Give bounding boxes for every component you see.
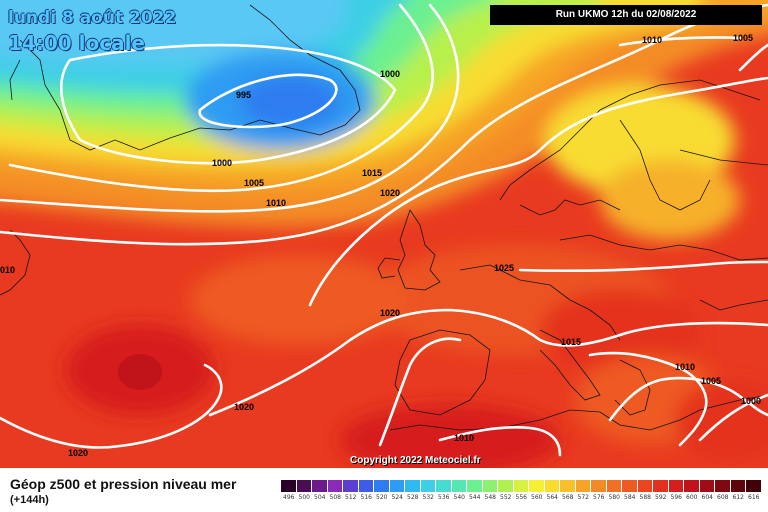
legend-swatch bbox=[498, 480, 514, 492]
isobar-label: 1020 bbox=[68, 448, 88, 458]
isobar-label: 1025 bbox=[494, 263, 514, 273]
legend-value: 588 bbox=[639, 494, 651, 501]
forecast-local-time: 14:00 locale bbox=[8, 31, 145, 55]
legend-swatch bbox=[560, 480, 576, 492]
legend-value: 500 bbox=[298, 494, 310, 501]
legend-value: 580 bbox=[608, 494, 620, 501]
legend-swatch bbox=[606, 480, 622, 492]
isobar-label: 1005 bbox=[244, 178, 264, 188]
legend-value: 544 bbox=[469, 494, 481, 501]
isobar-label: 1000 bbox=[212, 158, 232, 168]
coastlines bbox=[0, 4, 768, 431]
legend-swatch bbox=[699, 480, 715, 492]
legend-value: 556 bbox=[515, 494, 527, 501]
legend-value: 504 bbox=[314, 494, 326, 501]
legend-swatch bbox=[653, 480, 669, 492]
legend-swatch bbox=[467, 480, 483, 492]
legend-value: 496 bbox=[283, 494, 295, 501]
legend-value: 508 bbox=[329, 494, 341, 501]
legend-value: 532 bbox=[422, 494, 434, 501]
isobar-label: 1015 bbox=[362, 168, 382, 178]
isobar-label: 1010 bbox=[454, 433, 474, 443]
legend-value: 536 bbox=[438, 494, 450, 501]
legend-swatch bbox=[327, 480, 343, 492]
legend-value: 520 bbox=[376, 494, 388, 501]
isobar-label: 010 bbox=[0, 265, 15, 275]
legend-swatch bbox=[529, 480, 545, 492]
isobar-label: 1010 bbox=[675, 362, 695, 372]
legend-value: 568 bbox=[562, 494, 574, 501]
legend-swatch bbox=[281, 480, 297, 492]
legend-swatch bbox=[451, 480, 467, 492]
legend-value: 512 bbox=[345, 494, 357, 501]
isobar-labels: 995 1000 1000 1005 1010 010 1015 1020 10… bbox=[0, 33, 761, 458]
legend-value: 528 bbox=[407, 494, 419, 501]
isobar-label: 1005 bbox=[701, 376, 721, 386]
legend-value: 576 bbox=[593, 494, 605, 501]
legend-value: 612 bbox=[732, 494, 744, 501]
lead-time: (+144h) bbox=[10, 494, 49, 506]
legend-value: 548 bbox=[484, 494, 496, 501]
isobar-label: 1000 bbox=[380, 69, 400, 79]
legend-swatch bbox=[544, 480, 560, 492]
legend-swatch bbox=[343, 480, 359, 492]
legend-swatch bbox=[513, 480, 529, 492]
isobar-label: 1020 bbox=[234, 402, 254, 412]
isobar-label: 1000 bbox=[741, 396, 761, 406]
isobar-label: 1020 bbox=[380, 188, 400, 198]
legend-swatch bbox=[358, 480, 374, 492]
geopotential-map: 995 1000 1000 1005 1010 010 1015 1020 10… bbox=[0, 0, 768, 468]
model-run-info: Run UKMO 12h du 02/08/2022 bbox=[490, 5, 762, 25]
legend-swatch bbox=[374, 480, 390, 492]
parameter-title: Géop z500 et pression niveau mer bbox=[10, 476, 237, 492]
legend-value: 516 bbox=[360, 494, 372, 501]
legend-swatch bbox=[436, 480, 452, 492]
copyright-text: Copyright 2022 Meteociel.fr bbox=[350, 455, 481, 466]
legend-value: 560 bbox=[531, 494, 543, 501]
isobar-label: 1015 bbox=[561, 337, 581, 347]
legend-value: 524 bbox=[391, 494, 403, 501]
legend-swatch bbox=[389, 480, 405, 492]
legend-swatch bbox=[405, 480, 421, 492]
isobar-label: 995 bbox=[236, 90, 251, 100]
legend-value: 608 bbox=[717, 494, 729, 501]
isobar-label: 1005 bbox=[733, 33, 753, 43]
legend-swatch bbox=[420, 480, 436, 492]
isobar-label: 1020 bbox=[380, 308, 400, 318]
isobar-lines bbox=[0, 3, 768, 457]
legend-value: 604 bbox=[701, 494, 713, 501]
legend-value: 592 bbox=[655, 494, 667, 501]
legend-swatch bbox=[684, 480, 700, 492]
legend-value: 572 bbox=[577, 494, 589, 501]
legend-value: 600 bbox=[686, 494, 698, 501]
legend-value: 616 bbox=[748, 494, 760, 501]
legend-swatch bbox=[715, 480, 731, 492]
legend-swatch bbox=[312, 480, 328, 492]
legend-swatch bbox=[296, 480, 312, 492]
legend-swatch bbox=[622, 480, 638, 492]
legend-swatch bbox=[575, 480, 591, 492]
legend-value: 564 bbox=[546, 494, 558, 501]
isobar-label: 1010 bbox=[266, 198, 286, 208]
legend-swatch bbox=[591, 480, 607, 492]
forecast-date: lundi 8 août 2022 bbox=[8, 8, 177, 28]
legend-swatch bbox=[668, 480, 684, 492]
legend-value: 596 bbox=[670, 494, 682, 501]
legend-value: 552 bbox=[500, 494, 512, 501]
legend-value: 584 bbox=[624, 494, 636, 501]
legend-swatch bbox=[730, 480, 746, 492]
legend-swatch bbox=[637, 480, 653, 492]
map-footer: Géop z500 et pression niveau mer (+144h)… bbox=[0, 468, 768, 512]
legend-swatch bbox=[482, 480, 498, 492]
legend-swatch bbox=[746, 480, 762, 492]
isobar-label: 1010 bbox=[642, 35, 662, 45]
legend-value: 540 bbox=[453, 494, 465, 501]
